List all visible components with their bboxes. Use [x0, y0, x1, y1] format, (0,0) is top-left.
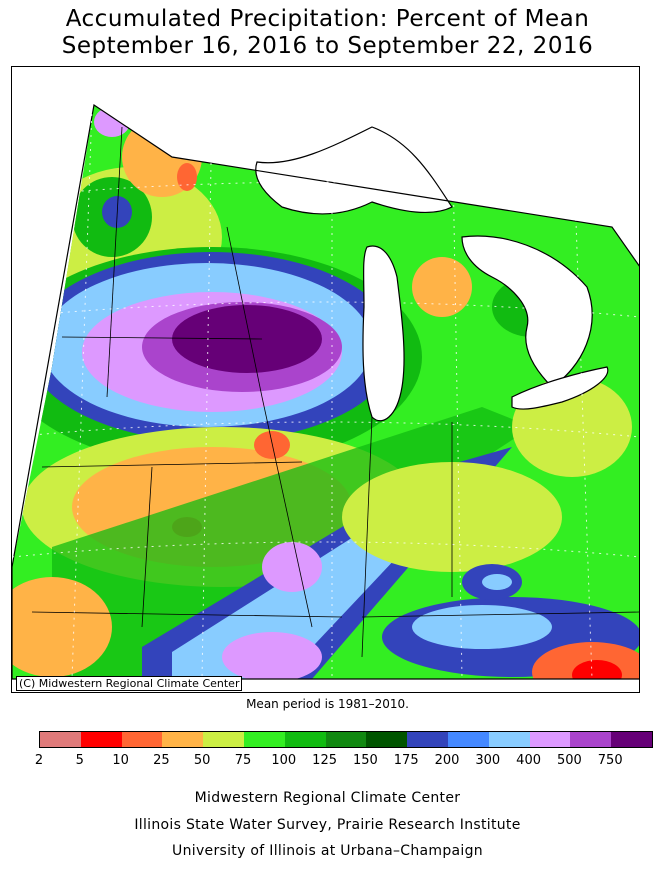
legend-swatch: [243, 732, 285, 747]
lake-superior: [255, 126, 453, 215]
legend-swatch: [40, 732, 81, 747]
legend-swatch: [284, 732, 326, 747]
legend-label: 50: [193, 753, 211, 768]
legend-label: 100: [271, 753, 297, 768]
legend-swatch: [121, 732, 163, 747]
legend-swatch: [529, 732, 571, 747]
legend-label: 500: [556, 753, 582, 768]
legend-label: 150: [352, 753, 378, 768]
mean-period-note: Mean period is 1981–2010.: [246, 697, 409, 711]
legend-bar: [39, 731, 653, 748]
legend-swatch: [203, 732, 244, 747]
footer-org: Midwestern Regional Climate Center: [194, 790, 461, 806]
legend-swatch: [162, 732, 204, 747]
legend-label: 10: [112, 753, 129, 768]
legend-label: 2: [34, 753, 44, 768]
footer-university: University of Illinois at Urbana–Champai…: [172, 843, 483, 859]
map-title: Accumulated Precipitation: Percent of Me…: [65, 6, 590, 32]
legend-label: 125: [312, 753, 338, 768]
region-outline: [12, 103, 639, 680]
legend-swatch: [366, 732, 408, 747]
legend-label: 300: [475, 753, 501, 768]
precipitation-map: (C) Midwestern Regional Climate Center: [11, 66, 640, 693]
graticule: [12, 106, 639, 680]
legend-swatch: [80, 732, 122, 747]
legend-label: 400: [516, 753, 542, 768]
legend-swatch: [407, 732, 448, 747]
legend-swatch: [488, 732, 530, 747]
legend-label: 750: [597, 753, 623, 768]
legend-swatch: [611, 732, 652, 747]
legend-swatch: [447, 732, 489, 747]
map-canvas: [12, 103, 639, 680]
legend-swatch: [325, 732, 367, 747]
footer-survey: Illinois State Water Survey, Prairie Res…: [134, 817, 521, 833]
lake-michigan: [362, 245, 405, 422]
legend-label: 5: [75, 753, 84, 768]
map-subtitle: September 16, 2016 to September 22, 2016: [61, 33, 594, 59]
map-credit: (C) Midwestern Regional Climate Center: [16, 676, 243, 691]
legend-label: 175: [393, 753, 419, 768]
lake-erie: [511, 366, 609, 410]
legend-label: 200: [434, 753, 460, 768]
state-borders: [31, 126, 639, 658]
legend-label: 25: [153, 753, 170, 768]
color-legend: [39, 731, 653, 748]
legend-swatch: [570, 732, 612, 747]
legend-label: 75: [234, 753, 252, 768]
legend-labels: 2 5 10 25 50 75 100 125 150 175 200 300 400 500 750: [0, 753, 655, 771]
